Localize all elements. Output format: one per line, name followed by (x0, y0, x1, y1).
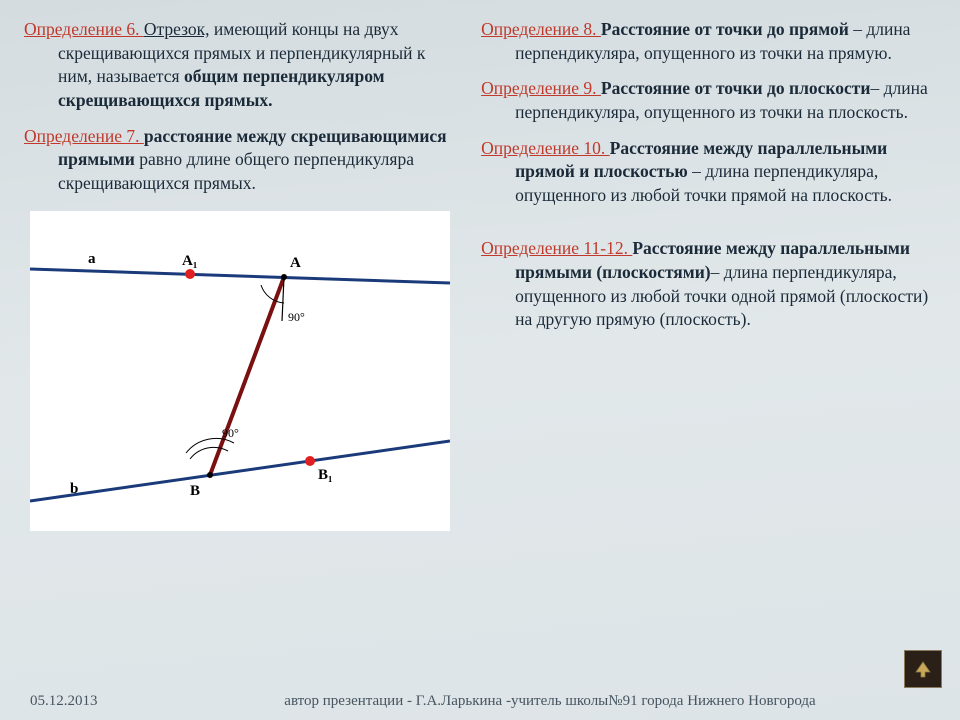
footer-date: 05.12.2013 (30, 693, 170, 710)
definition-9: Определение 9. Расстояние от точки до пл… (481, 77, 936, 124)
svg-text:90°: 90° (222, 426, 239, 440)
geometry-figure: a b A₁ A B B₁ 90° 90° (30, 211, 450, 531)
svg-text:B: B (190, 483, 200, 499)
def1112-num: Определение 11-12. (481, 238, 632, 258)
right-column: Определение 8. Расстояние от точки до пр… (481, 18, 936, 680)
slide-content: Определение 6. Отрезок, имеющий концы на… (0, 0, 960, 720)
arrow-up-icon (913, 659, 933, 679)
def6-term: Отрезок, (144, 19, 210, 39)
footer-author: автор презентации - Г.А.Ларькина -учител… (170, 693, 930, 710)
footer: 05.12.2013 автор презентации - Г.А.Ларьк… (0, 693, 960, 710)
definition-7: Определение 7. расстояние между скрещива… (24, 125, 461, 196)
def9-num: Определение 9. (481, 78, 601, 98)
svg-text:b: b (70, 481, 78, 497)
def6-num: Определение 6. (24, 19, 144, 39)
svg-text:A₁: A₁ (182, 253, 197, 269)
svg-text:A: A (290, 255, 301, 271)
definition-10: Определение 10. Расстояние между паралле… (481, 137, 936, 208)
svg-text:B₁: B₁ (318, 467, 333, 483)
def9-bold: Расстояние от точки до плоскости (601, 78, 871, 98)
definition-11-12: Определение 11-12. Расстояние между пара… (481, 237, 936, 332)
def10-num: Определение 10. (481, 138, 610, 158)
svg-text:a: a (88, 251, 96, 267)
spacer (481, 219, 936, 237)
def7-num: Определение 7. (24, 126, 144, 146)
definition-6: Определение 6. Отрезок, имеющий концы на… (24, 18, 461, 113)
left-column: Определение 6. Отрезок, имеющий концы на… (24, 18, 461, 680)
svg-text:90°: 90° (288, 310, 305, 324)
def8-bold: Расстояние от точки до прямой (601, 19, 849, 39)
def8-num: Определение 8. (481, 19, 601, 39)
definition-8: Определение 8. Расстояние от точки до пр… (481, 18, 936, 65)
nav-up-button[interactable] (904, 650, 942, 688)
